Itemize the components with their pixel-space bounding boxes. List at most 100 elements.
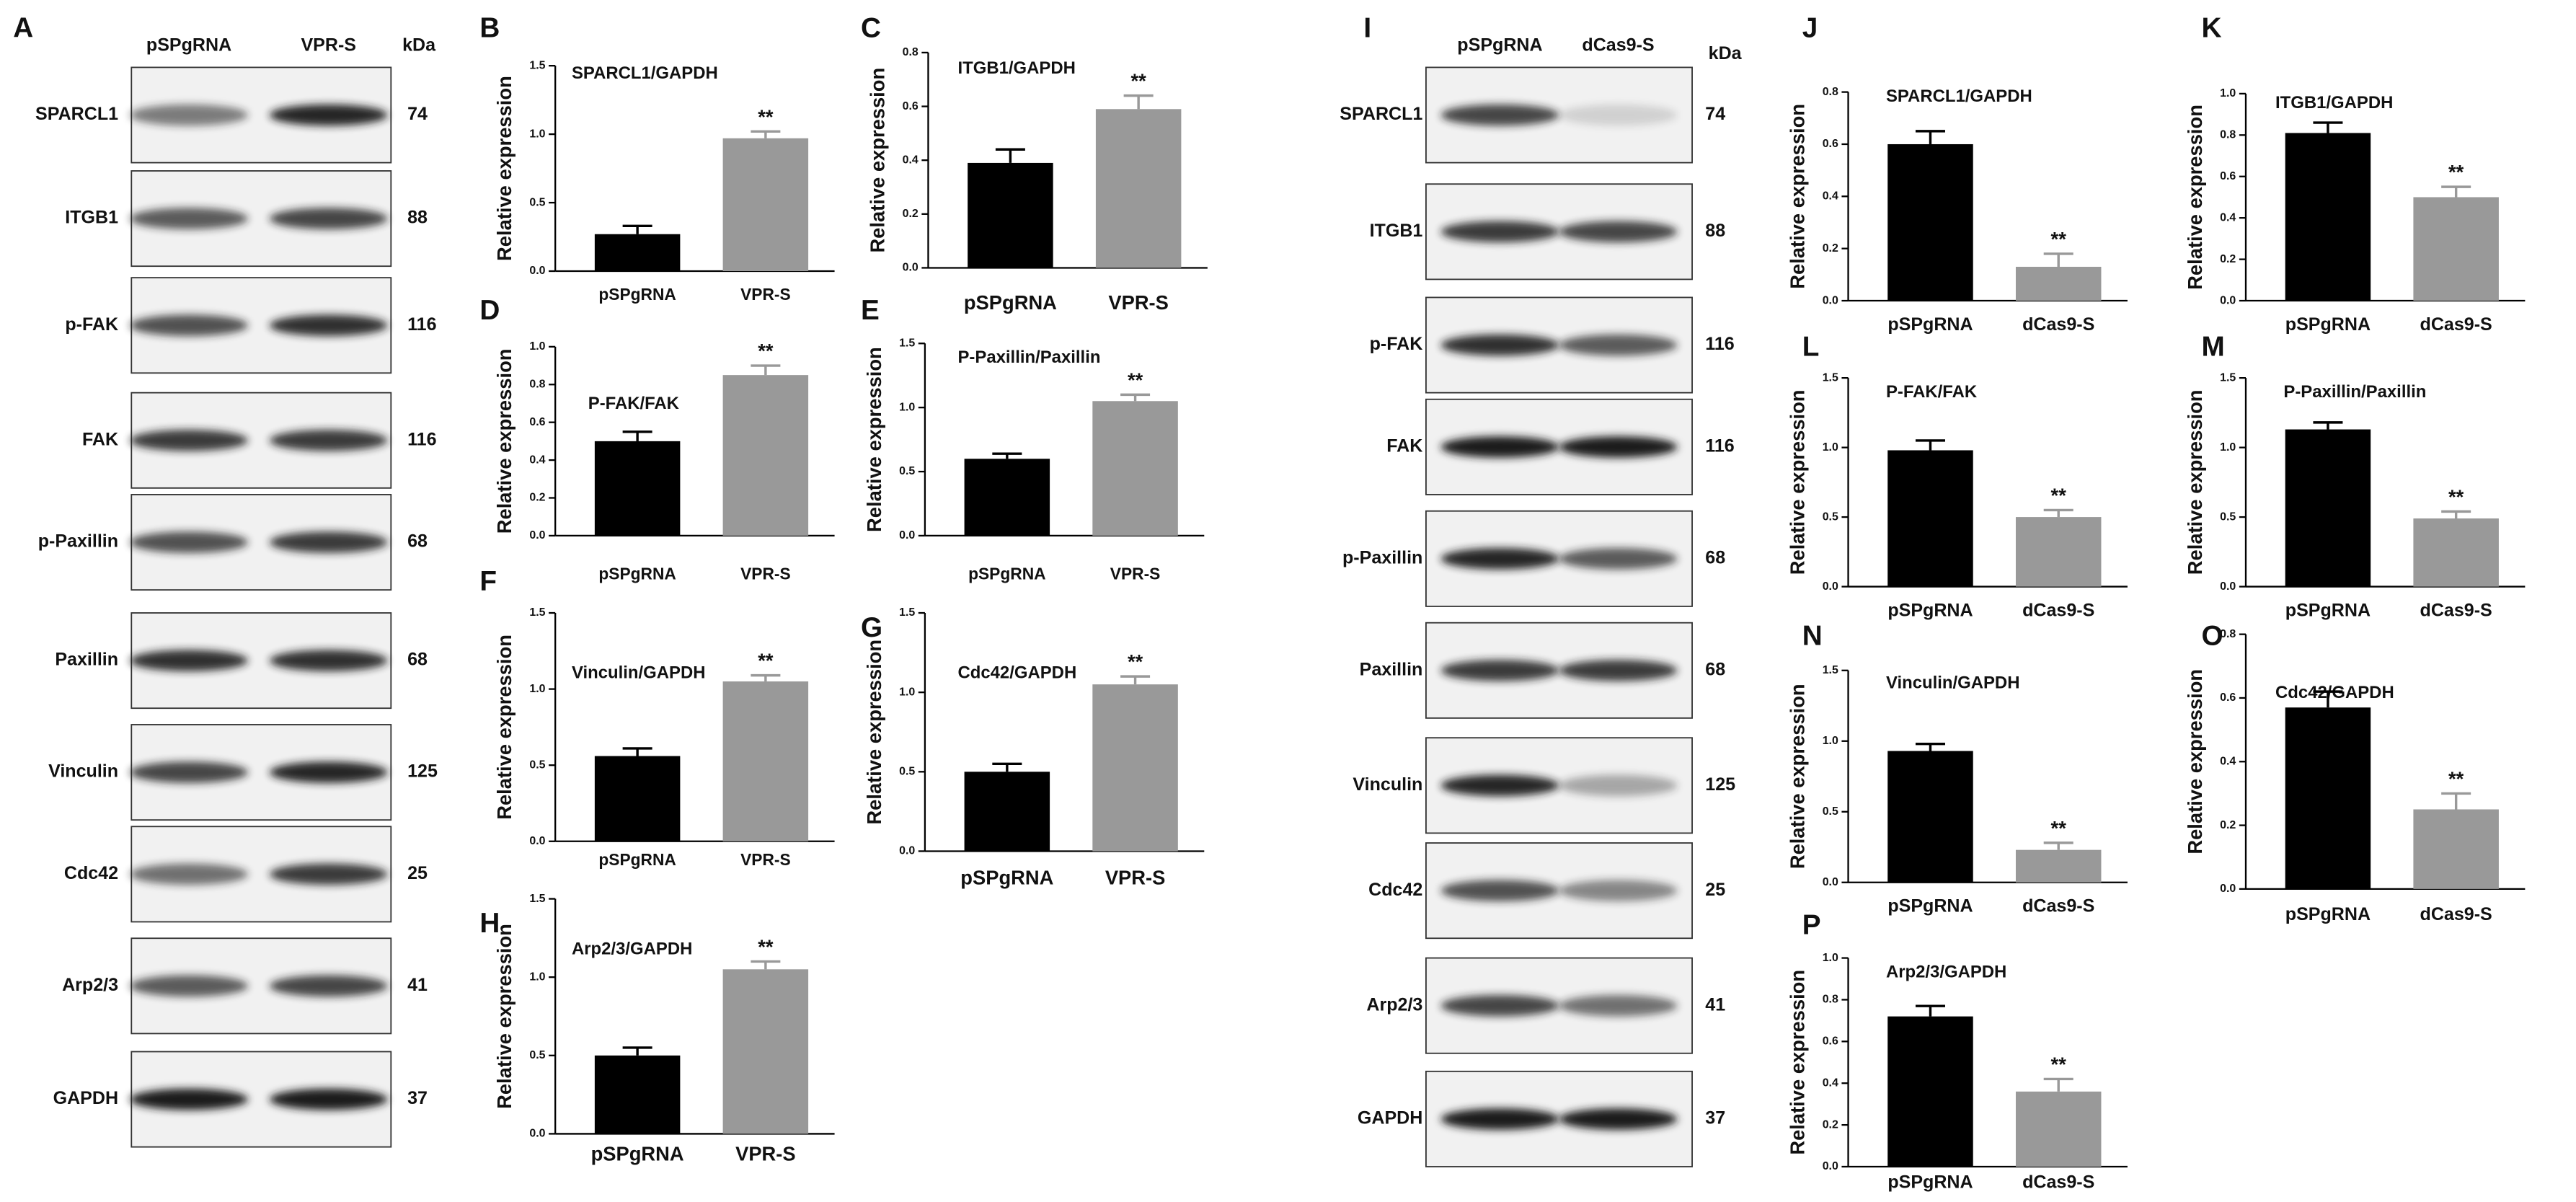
y-tick-label: 0.5	[1823, 805, 1838, 818]
kda-value: 125	[407, 761, 438, 782]
band	[1440, 994, 1559, 1017]
bar	[964, 772, 1050, 852]
protein-name: GAPDH	[53, 1088, 118, 1108]
panel-letter: D	[479, 295, 500, 326]
bar	[594, 756, 681, 841]
x-tick-label: pSPgRNA	[1887, 314, 1973, 335]
significance: **	[2051, 817, 2067, 839]
y-tick-label: 0.6	[903, 100, 919, 112]
panel-letter: N	[1802, 620, 1823, 651]
chart-title: Arp2/3/GAPDH	[1886, 962, 2006, 981]
significance: **	[1128, 650, 1143, 673]
panel-letter: J	[1802, 12, 1818, 43]
y-tick-label: 0.0	[1823, 1160, 1838, 1172]
kda-value: 68	[1705, 659, 1725, 679]
band	[1559, 436, 1678, 458]
protein-name: Vinculin	[1353, 774, 1422, 795]
y-tick-label: 0.0	[1823, 876, 1838, 888]
significance: **	[758, 935, 774, 958]
protein-name: GAPDH	[1358, 1108, 1422, 1128]
kda-value: 25	[407, 863, 428, 883]
x-tick-label: pSPgRNA	[2285, 600, 2371, 620]
kda-value: 68	[1705, 547, 1725, 567]
y-tick-label: 0.6	[2220, 170, 2236, 182]
significance: **	[2051, 484, 2067, 506]
panel-letter: O	[2201, 620, 2223, 651]
lane-label: pSPgRNA	[146, 35, 231, 55]
band	[1440, 659, 1559, 681]
y-tick-label: 0.0	[529, 529, 545, 542]
bar	[594, 234, 681, 272]
kda-value: 41	[407, 975, 428, 995]
y-tick-label: 1.0	[1823, 441, 1838, 454]
y-tick-label: 0.8	[1823, 994, 1838, 1006]
y-axis-label: Relative expression	[1786, 389, 1808, 575]
panel-letter: F	[479, 566, 497, 597]
band	[269, 208, 388, 229]
x-tick-label: VPR-S	[740, 285, 791, 304]
protein-name: ITGB1	[1370, 221, 1423, 241]
protein-name: Paxillin	[55, 650, 118, 670]
protein-name: ITGB1	[65, 208, 118, 228]
kda-value: 25	[1705, 880, 1725, 900]
y-axis-label: Relative expression	[2184, 389, 2206, 575]
y-tick-label: 0.0	[903, 262, 919, 274]
band	[130, 208, 249, 229]
bar	[2015, 517, 2102, 587]
bar	[968, 162, 1053, 268]
band	[269, 863, 388, 885]
y-tick-label: 1.0	[529, 683, 545, 695]
band	[130, 863, 249, 885]
kda-value: 125	[1705, 774, 1735, 795]
y-tick-label: 0.2	[1823, 1118, 1838, 1131]
x-tick-label: dCas9-S	[2022, 1172, 2094, 1192]
y-tick-label: 1.0	[899, 686, 915, 698]
band	[130, 104, 249, 126]
kda-value: 116	[407, 314, 436, 335]
band	[130, 761, 249, 783]
band	[1440, 774, 1559, 797]
x-tick-label: dCas9-S	[2022, 600, 2094, 620]
band	[269, 429, 388, 451]
x-tick-label: dCas9-S	[2022, 896, 2094, 916]
y-axis-label: Relative expression	[1786, 970, 1808, 1155]
y-tick-label: 0.4	[2220, 755, 2236, 767]
y-tick-label: 1.0	[529, 340, 545, 353]
x-tick-label: VPR-S	[740, 565, 791, 583]
band	[130, 314, 249, 337]
protein-name: p-Paxillin	[1342, 547, 1422, 567]
band	[130, 650, 249, 671]
kda-value: 37	[407, 1088, 428, 1108]
chart-title: ITGB1/GAPDH	[957, 58, 1075, 78]
unit-label: kDa	[1709, 43, 1743, 63]
significance: **	[2448, 485, 2464, 508]
protein-name: SPARCL1	[35, 104, 118, 124]
kda-value: 116	[407, 429, 436, 449]
x-tick-label: pSPgRNA	[598, 850, 676, 869]
y-tick-label: 1.0	[2220, 87, 2236, 100]
protein-name: FAK	[1386, 436, 1422, 456]
y-tick-label: 1.0	[1823, 735, 1838, 747]
panel-letter: A	[13, 12, 33, 43]
y-tick-label: 0.5	[899, 465, 915, 477]
x-tick-label: pSPgRNA	[2285, 314, 2371, 335]
y-tick-label: 0.4	[1823, 190, 1838, 203]
bar	[1092, 401, 1178, 536]
y-tick-label: 0.5	[1823, 511, 1838, 523]
y-tick-label: 1.0	[899, 401, 915, 413]
y-tick-label: 0.0	[1823, 580, 1838, 593]
y-tick-label: 1.5	[2220, 371, 2236, 384]
panel-letter: H	[479, 908, 500, 939]
protein-name: Arp2/3	[1366, 994, 1422, 1015]
x-tick-label: pSPgRNA	[598, 565, 676, 583]
y-tick-label: 0.0	[1823, 294, 1838, 306]
bar	[1887, 751, 1973, 883]
kda-value: 37	[1705, 1108, 1725, 1128]
significance: **	[2448, 161, 2464, 183]
y-tick-label: 0.2	[2220, 819, 2236, 831]
x-tick-label: pSPgRNA	[968, 565, 1046, 583]
x-tick-label: VPR-S	[735, 1142, 796, 1165]
panel-letter: M	[2201, 331, 2224, 362]
protein-name: Cdc42	[64, 863, 118, 883]
